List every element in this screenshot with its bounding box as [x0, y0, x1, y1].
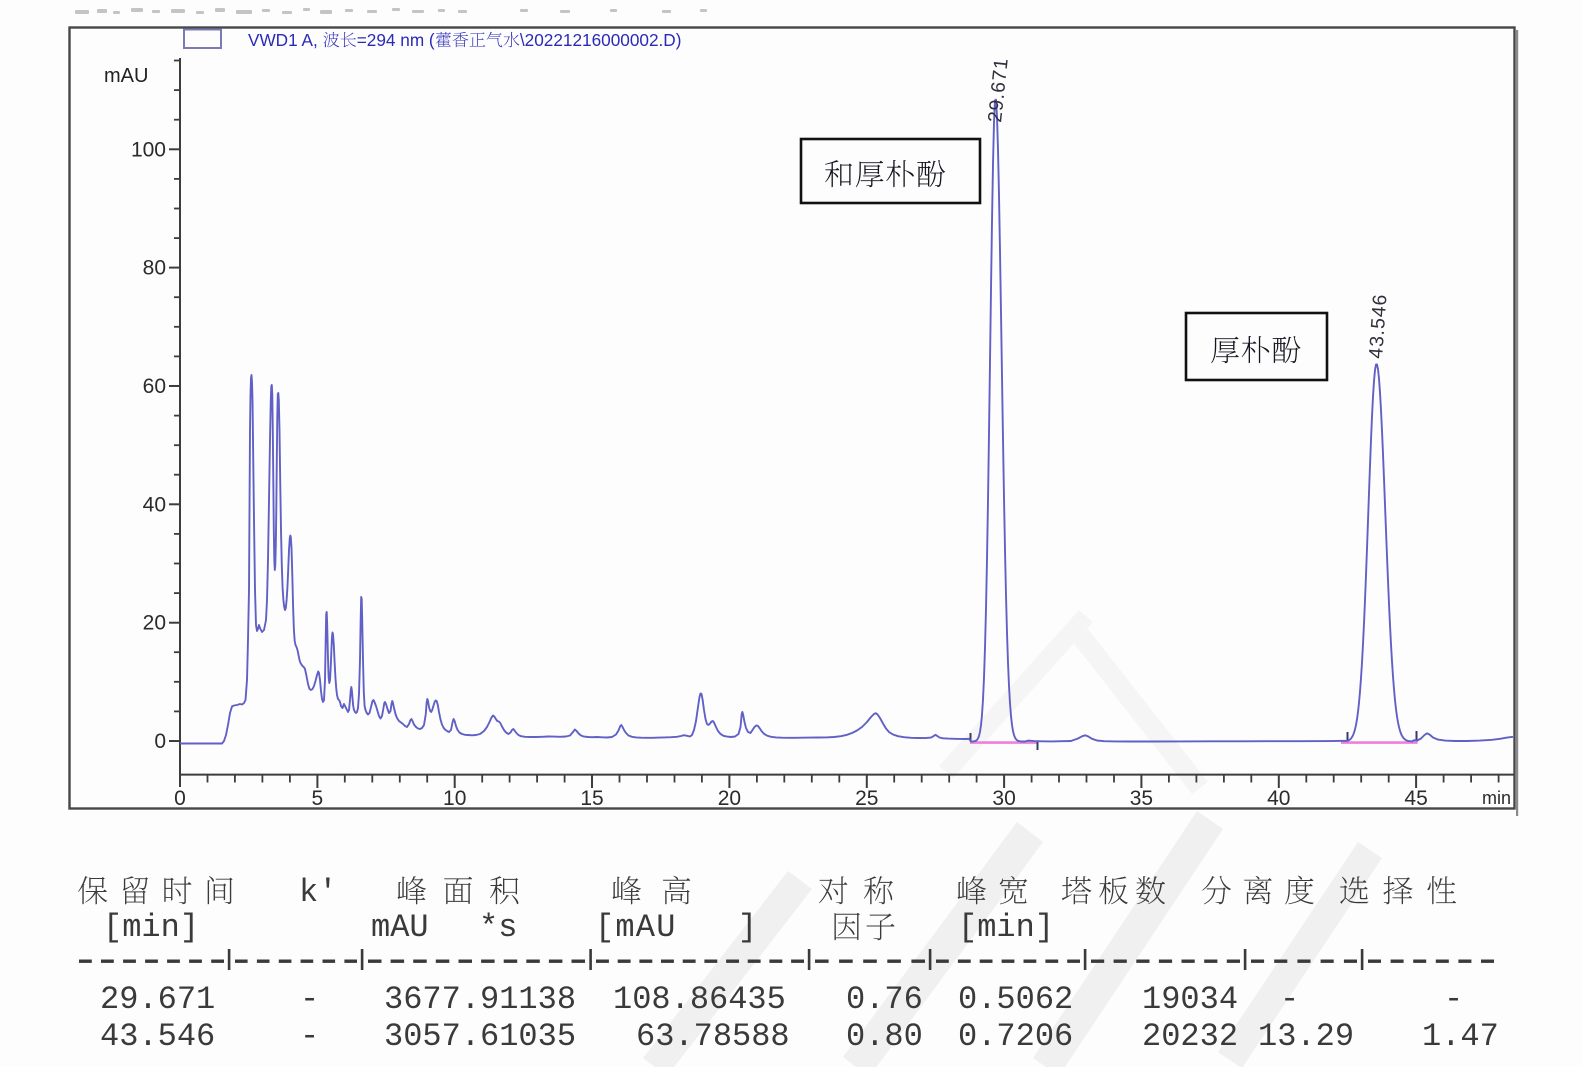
svg-text:-: -	[1444, 981, 1463, 1018]
svg-text:80: 80	[143, 257, 166, 280]
svg-text:45: 45	[1404, 787, 1427, 810]
svg-text:63.78588: 63.78588	[636, 1018, 790, 1055]
svg-text:-: -	[300, 1018, 319, 1055]
svg-text:5: 5	[312, 787, 324, 810]
svg-text:20: 20	[718, 787, 741, 810]
svg-text:VWD1 A,: VWD1 A,	[248, 30, 323, 50]
svg-text:35: 35	[1130, 787, 1153, 810]
svg-text:100: 100	[131, 138, 166, 161]
svg-text:43.546: 43.546	[1365, 293, 1391, 359]
svg-text:[mAU ]: [mAU ]	[595, 909, 758, 946]
svg-text:0: 0	[154, 730, 166, 753]
svg-text:0: 0	[174, 787, 186, 810]
svg-text:k': k'	[299, 874, 337, 911]
svg-text:0.5062: 0.5062	[958, 981, 1073, 1018]
svg-text:13.29: 13.29	[1258, 1018, 1354, 1055]
svg-text:0.7206: 0.7206	[958, 1018, 1073, 1055]
svg-text:3677.91138: 3677.91138	[384, 981, 576, 1018]
svg-text:19034: 19034	[1142, 981, 1238, 1018]
svg-text:30: 30	[992, 787, 1015, 810]
svg-text:1.47: 1.47	[1422, 1018, 1499, 1055]
svg-text:25: 25	[855, 787, 878, 810]
svg-text:0.80: 0.80	[846, 1018, 923, 1055]
svg-text:29.671: 29.671	[100, 981, 215, 1018]
svg-text:40: 40	[143, 493, 166, 516]
svg-text:*s: *s	[479, 909, 517, 946]
svg-text:43.546: 43.546	[100, 1018, 215, 1055]
svg-text:108.86435: 108.86435	[613, 981, 786, 1018]
svg-text:mAU: mAU	[104, 65, 148, 87]
svg-text:min: min	[1482, 788, 1511, 808]
svg-text:3057.61035: 3057.61035	[384, 1018, 576, 1055]
svg-text:\20221216000002.D): \20221216000002.D)	[520, 30, 682, 50]
svg-text:15: 15	[580, 787, 603, 810]
svg-text:10: 10	[443, 787, 466, 810]
svg-text:20: 20	[143, 612, 166, 635]
svg-text:-: -	[1280, 981, 1299, 1018]
svg-text:40: 40	[1267, 787, 1290, 810]
svg-text:0.76: 0.76	[846, 981, 923, 1018]
svg-text:60: 60	[143, 375, 166, 398]
svg-text:[min]: [min]	[103, 909, 199, 946]
svg-text:20232: 20232	[1142, 1018, 1238, 1055]
svg-text:mAU: mAU	[371, 909, 429, 946]
svg-text:=294 nm (: =294 nm (	[357, 30, 435, 50]
svg-text:[min]: [min]	[958, 909, 1054, 946]
svg-text:-: -	[300, 981, 319, 1018]
